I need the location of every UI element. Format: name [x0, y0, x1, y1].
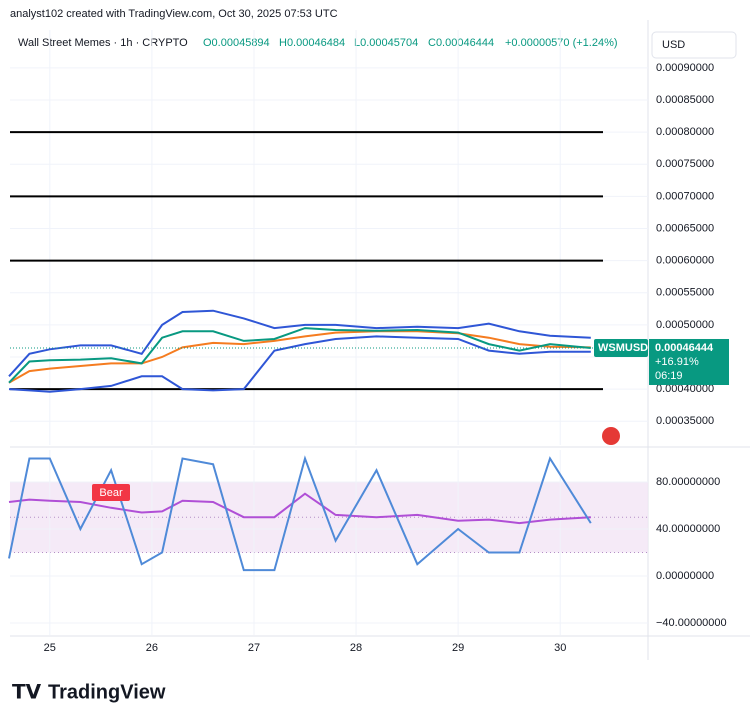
- y-tick-label: 0.00040000: [656, 383, 714, 395]
- x-tick-label: 26: [146, 642, 158, 654]
- x-tick-label: 28: [350, 642, 362, 654]
- y-tick-label: 0.00090000: [656, 62, 714, 74]
- price-tag: [649, 338, 729, 385]
- low: L0.00045704: [354, 37, 418, 49]
- change: +0.00000570 (+1.24%): [505, 37, 618, 49]
- series-line: [8, 330, 591, 384]
- open: O0.00045894: [203, 37, 270, 49]
- y-tick-label: 0.00050000: [656, 319, 714, 331]
- y-tick-label: 0.00070000: [656, 190, 714, 202]
- annotation: Bear: [99, 487, 123, 499]
- y-tick-label: 80.00000000: [656, 476, 720, 488]
- currency-button[interactable]: [651, 31, 737, 59]
- series-line: [8, 335, 591, 393]
- y-tick-label: 0.00060000: [656, 255, 714, 267]
- flag-icon[interactable]: [602, 427, 620, 445]
- series-line: [8, 327, 591, 384]
- tag-change: +16.91%: [655, 356, 699, 368]
- y-tick-label: 0.00075000: [656, 158, 714, 170]
- y-tick-label: 0.00085000: [656, 94, 714, 106]
- tag-countdown: 06:19: [655, 370, 683, 382]
- y-tick-label: 0.00065000: [656, 222, 714, 234]
- y-tick-label: 0.00035000: [656, 415, 714, 427]
- tag-symbol: WSMUSD: [598, 342, 648, 354]
- annotation-box: [92, 484, 130, 501]
- close: C0.00046444: [428, 37, 494, 49]
- x-tick-label: 30: [554, 642, 566, 654]
- symbol: Wall Street Memes · 1h · CRYPTO: [18, 37, 188, 49]
- x-tick-label: 29: [452, 642, 464, 654]
- y-tick-label: 0.00000000: [656, 570, 714, 582]
- series-line: [8, 309, 591, 377]
- y-tick-label: 0.00055000: [656, 287, 714, 299]
- x-tick-label: 27: [248, 642, 260, 654]
- price-tag: [594, 338, 648, 357]
- logo: TradingView: [48, 681, 166, 703]
- currency: USD: [662, 39, 685, 51]
- tag-price: 0.00046444: [655, 342, 714, 354]
- y-tick-label: 0.00080000: [656, 126, 714, 138]
- x-tick-label: 25: [44, 642, 56, 654]
- series-line: [8, 492, 591, 525]
- y-tick-label: 40.00000000: [656, 523, 720, 535]
- high: H0.00046484: [279, 37, 345, 49]
- credit: analyst102 created with TradingView.com,…: [10, 8, 338, 20]
- logo-mark: 𝗧𝗩: [12, 681, 42, 703]
- series-line: [8, 455, 592, 572]
- y-tick-label: −40.00000000: [656, 617, 727, 629]
